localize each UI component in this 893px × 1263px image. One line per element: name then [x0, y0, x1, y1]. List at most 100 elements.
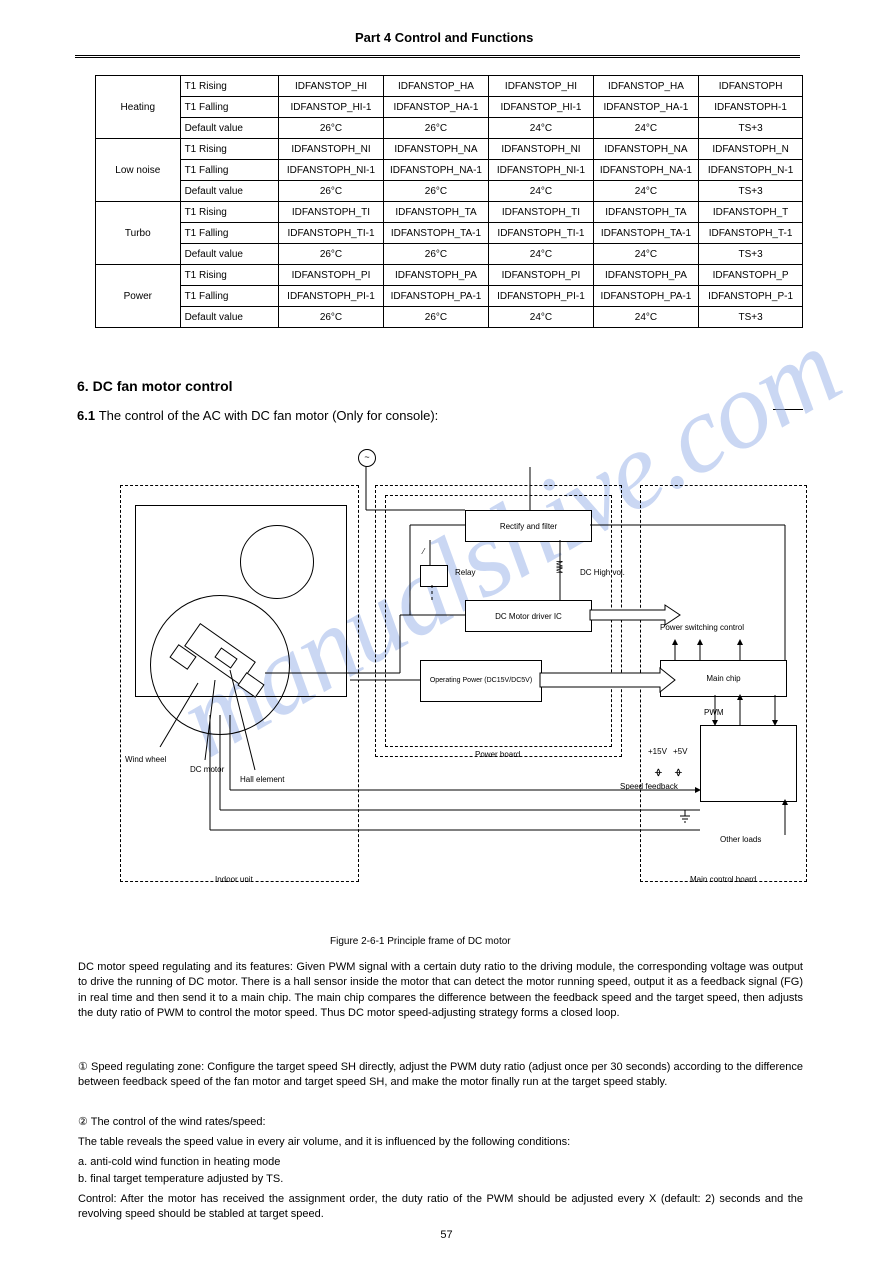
power-switching-label: Power switching control	[660, 623, 744, 632]
row-group-head: Low noise	[96, 139, 181, 202]
table-row: Default value26°C26°C24°C24°CTS+3	[96, 118, 803, 139]
table-cell: IDFANSTOP_HI-1	[489, 97, 593, 118]
table-cell: Default value	[180, 118, 279, 139]
table-cell: IDFANSTOPH_T	[699, 202, 803, 223]
table-cell: 24°C	[489, 307, 593, 328]
table-row: T1 FallingIDFANSTOP_HI-1IDFANSTOP_HA-1ID…	[96, 97, 803, 118]
table-cell: IDFANSTOPH_PI-1	[279, 286, 383, 307]
table-cell: IDFANSTOPH_TI-1	[279, 223, 383, 244]
resistor1: ᎷᎷ	[553, 561, 563, 574]
paragraph-3: ② The control of the wind rates/speed:	[78, 1115, 803, 1130]
other-loads-label: Other loads	[720, 835, 761, 844]
table-cell: 24°C	[593, 181, 698, 202]
row-group-head: Heating	[96, 76, 181, 139]
paragraph-5a: a. anti-cold wind function in heating mo…	[78, 1155, 803, 1170]
main-aux-box	[700, 725, 797, 802]
table-row: TurboT1 RisingIDFANSTOPH_TIIDFANSTOPH_TA…	[96, 202, 803, 223]
paragraph-4: The table reveals the speed value in eve…	[78, 1135, 803, 1150]
section-number-6-1: 6.1 The control of the AC with DC fan mo…	[77, 408, 438, 423]
table-cell: IDFANSTOPH_TA	[383, 202, 488, 223]
main-control-label: Main control board	[690, 875, 756, 884]
row-group-head: Power	[96, 265, 181, 328]
table-cell: T1 Falling	[180, 286, 279, 307]
paragraph-1: DC motor speed regulating and its featur…	[78, 960, 803, 1022]
table-cell: IDFANSTOPH_NI-1	[279, 160, 383, 181]
table-cell: 26°C	[279, 118, 383, 139]
table-cell: IDFANSTOPH_TA-1	[383, 223, 488, 244]
rectify-box: Rectify and filter	[465, 510, 592, 542]
paragraph-5b: b. final target temperature adjusted by …	[78, 1172, 803, 1187]
table-cell: IDFANSTOPH	[699, 76, 803, 97]
table-cell: IDFANSTOPH_PI-1	[489, 286, 593, 307]
v15-label: +15V	[648, 747, 667, 756]
table-row: HeatingT1 RisingIDFANSTOP_HIIDFANSTOP_HA…	[96, 76, 803, 97]
table-cell: IDFANSTOPH_NI-1	[489, 160, 593, 181]
relay-switch: ⁄	[423, 547, 424, 556]
table-cell: IDFANSTOPH_PA	[593, 265, 698, 286]
dc-vol-label: DC High vol.	[580, 568, 625, 577]
table-cell: 26°C	[279, 307, 383, 328]
table-cell: IDFANSTOP_HA	[593, 76, 698, 97]
table-cell: IDFANSTOPH_NA-1	[383, 160, 488, 181]
table-cell: 26°C	[383, 244, 488, 265]
table-row: T1 FallingIDFANSTOPH_TI-1IDFANSTOPH_TA-1…	[96, 223, 803, 244]
table-cell: 24°C	[593, 307, 698, 328]
table-cell: IDFANSTOP_HI	[489, 76, 593, 97]
table-cell: T1 Falling	[180, 223, 279, 244]
table-cell: 26°C	[279, 244, 383, 265]
header-rule	[75, 55, 800, 62]
side-rule	[773, 409, 803, 410]
table-cell: IDFANSTOPH_NA	[383, 139, 488, 160]
header-title: Part 4 Control and Functions	[355, 30, 533, 45]
table-cell: 26°C	[383, 181, 488, 202]
table-cell: IDFANSTOPH_PA-1	[593, 286, 698, 307]
table-cell: IDFANSTOPH_NA-1	[593, 160, 698, 181]
table-cell: 26°C	[383, 118, 488, 139]
table-row: PowerT1 RisingIDFANSTOPH_PIIDFANSTOPH_PA…	[96, 265, 803, 286]
table-cell: IDFANSTOPH_NA	[593, 139, 698, 160]
table-cell: 24°C	[593, 244, 698, 265]
relay-box	[420, 565, 448, 587]
hall-label: Hall element	[240, 775, 284, 784]
table-cell: IDFANSTOPH_TA	[593, 202, 698, 223]
table-row: T1 FallingIDFANSTOPH_NI-1IDFANSTOPH_NA-1…	[96, 160, 803, 181]
table-row: Default value26°C26°C24°C24°CTS+3	[96, 244, 803, 265]
table-cell: IDFANSTOP_HA-1	[383, 97, 488, 118]
figure-caption: Figure 2-6-1 Principle frame of DC motor	[330, 935, 511, 949]
table-cell: IDFANSTOPH_TI	[279, 202, 383, 223]
indoor-unit-label: Indoor unit	[215, 875, 253, 884]
paragraph-2: ① Speed regulating zone: Configure the t…	[78, 1060, 803, 1091]
table-cell: IDFANSTOPH_P-1	[699, 286, 803, 307]
table-cell: IDFANSTOPH_PI	[279, 265, 383, 286]
table-cell: IDFANSTOPH_T-1	[699, 223, 803, 244]
table-row: Low noiseT1 RisingIDFANSTOPH_NIIDFANSTOP…	[96, 139, 803, 160]
table-cell: T1 Rising	[180, 265, 279, 286]
table-cell: IDFANSTOPH-1	[699, 97, 803, 118]
table-cell: IDFANSTOP_HI	[279, 76, 383, 97]
fan-stop-table: HeatingT1 RisingIDFANSTOP_HIIDFANSTOP_HA…	[95, 75, 803, 328]
speed-feedback-label: Speed feedback	[620, 782, 678, 791]
row-group-head: Turbo	[96, 202, 181, 265]
table-row: Default value26°C26°C24°C24°CTS+3	[96, 181, 803, 202]
table-cell: T1 Rising	[180, 139, 279, 160]
ac-source-symbol: ~	[358, 449, 376, 467]
document-page: Part 4 Control and Functions HeatingT1 R…	[0, 0, 893, 1263]
table-cell: IDFANSTOPH_TI-1	[489, 223, 593, 244]
table-cell: TS+3	[699, 244, 803, 265]
table-cell: 24°C	[489, 118, 593, 139]
dc-driver-box: DC Motor driver IC	[465, 600, 592, 632]
table-cell: 26°C	[383, 307, 488, 328]
table-cell: T1 Falling	[180, 160, 279, 181]
wind-wheel-label: Wind wheel	[125, 755, 166, 764]
table-cell: IDFANSTOP_HI-1	[279, 97, 383, 118]
table-cell: TS+3	[699, 307, 803, 328]
table-cell: IDFANSTOPH_N-1	[699, 160, 803, 181]
table-cell: 24°C	[593, 118, 698, 139]
table-cell: IDFANSTOPH_TA-1	[593, 223, 698, 244]
table-cell: T1 Falling	[180, 97, 279, 118]
diagram-frame: ~ Indoor unit Power board Main control b…	[120, 455, 810, 925]
table-cell: IDFANSTOPH_PA	[383, 265, 488, 286]
table-row: Default value26°C26°C24°C24°CTS+3	[96, 307, 803, 328]
table-cell: T1 Rising	[180, 202, 279, 223]
paragraph-6: Control: After the motor has received th…	[78, 1192, 803, 1223]
